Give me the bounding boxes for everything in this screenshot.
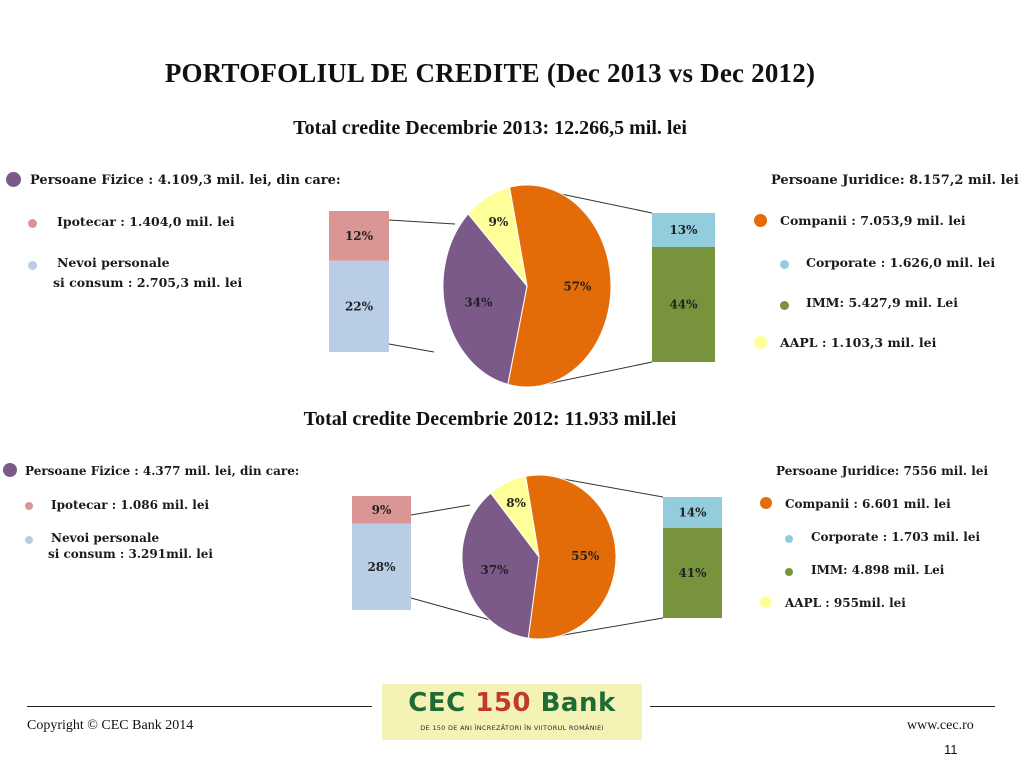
connector-line — [388, 343, 435, 353]
nevoi-legend-label: Nevoi personale — [51, 531, 160, 545]
bar-label-imm: 44% — [669, 297, 698, 311]
logo-cec: CEC — [408, 688, 466, 718]
fizice-legend-header: Persoane Fizice : 4.377 mil. lei, din ca… — [25, 464, 300, 478]
aapl-legend-label: AAPL : 1.103,3 mil. lei — [780, 335, 937, 350]
chart-2013-subtitle: Total credite Decembrie 2013: 12.266,5 m… — [293, 117, 687, 139]
imm-legend-label: IMM: 4.898 mil. Lei — [811, 563, 945, 577]
bar-segment-imm — [663, 527, 722, 618]
bar-segment-ipotecar — [329, 211, 389, 261]
pie-label-fizice: 34% — [464, 295, 493, 309]
pie-slice-fizice — [442, 213, 528, 385]
companii-legend-dot — [754, 214, 767, 227]
pie-label-companii: 55% — [571, 549, 600, 563]
footer-website[interactable]: www.cec.ro — [907, 718, 974, 733]
connector-line — [410, 597, 495, 622]
fizice-legend-header: Persoane Fizice : 4.109,3 mil. lei, din … — [30, 173, 341, 188]
companii-legend-label: Companii : 6.601 mil. lei — [785, 497, 951, 511]
bar-segment-ipotecar — [352, 496, 411, 524]
pie-slice-aapl — [490, 475, 540, 558]
ipotecar-legend-label: Ipotecar : 1.404,0 mil. lei — [57, 214, 235, 229]
connector-line — [551, 617, 664, 638]
imm-legend-dot — [785, 568, 793, 576]
aapl-legend-label: AAPL : 955mil. lei — [785, 596, 906, 610]
aapl-legend-dot — [760, 596, 772, 608]
imm-legend-dot — [780, 301, 789, 310]
aapl-legend-dot — [754, 336, 767, 349]
cec-bank-logo: CEC 150 Bank DE 150 DE ANI ÎNCREZĂTORI Î… — [382, 684, 642, 740]
logo-tagline: DE 150 DE ANI ÎNCREZĂTORI ÎN VIITORUL RO… — [420, 724, 604, 732]
connector-line — [551, 476, 664, 498]
corporate-legend-label: Corporate : 1.626,0 mil. lei — [806, 255, 996, 270]
nevoi-legend-dot — [28, 261, 37, 270]
bar-segment-corporate — [652, 213, 715, 247]
ipotecar-legend-dot — [25, 502, 33, 510]
bar-segment-nevoi — [352, 523, 411, 610]
footer-divider-right — [650, 706, 995, 707]
companii-legend-dot — [760, 497, 772, 509]
bar-label-nevoi: 22% — [345, 299, 374, 313]
connector-line — [410, 504, 471, 516]
pie-slice-fizice — [461, 492, 540, 639]
bar-label-ipotecar: 12% — [345, 229, 374, 243]
pie-label-aapl: 9% — [489, 215, 509, 229]
connector-line — [388, 219, 456, 225]
imm-legend-label: IMM: 5.427,9 mil. Lei — [806, 295, 958, 310]
fizice-legend-dot — [3, 463, 17, 477]
pie-label-companii: 57% — [563, 280, 592, 294]
pie-slice-aapl — [467, 186, 528, 288]
page-number: 11 — [944, 742, 958, 757]
nevoi-legend-label: Nevoi personale — [57, 255, 170, 270]
pie-slice-companii — [525, 474, 617, 640]
bar-label-corporate: 14% — [678, 505, 707, 519]
pie-slice-companii — [507, 184, 612, 388]
ipotecar-legend-dot — [28, 219, 37, 228]
corporate-legend-label: Corporate : 1.703 mil. lei — [811, 530, 981, 544]
nevoi-legend-dot — [25, 536, 33, 544]
corporate-legend-dot — [785, 535, 793, 543]
bar-label-nevoi: 28% — [367, 560, 396, 574]
footer-divider-left — [27, 706, 372, 707]
bar-label-ipotecar: 9% — [372, 503, 392, 517]
connector-line — [541, 361, 653, 386]
companii-legend-label: Companii : 7.053,9 mil. lei — [780, 213, 966, 228]
bar-segment-nevoi — [329, 260, 389, 352]
juridice-legend-header: Persoane Juridice: 8.157,2 mil. lei — [771, 173, 1019, 188]
pie-label-aapl: 8% — [506, 496, 526, 510]
logo-bank: Bank — [540, 688, 616, 718]
bar-segment-corporate — [663, 497, 722, 528]
footer-copyright: Copyright © CEC Bank 2014 — [27, 718, 194, 733]
bar-label-imm: 41% — [678, 566, 707, 580]
page-title: PORTOFOLIUL DE CREDITE (Dec 2013 vs Dec … — [164, 58, 816, 88]
logo-150: 150 — [475, 688, 532, 718]
logo-wordmark: CEC 150 Bank — [382, 688, 642, 718]
bar-segment-imm — [652, 246, 715, 362]
fizice-legend-dot — [6, 172, 21, 187]
bar-label-corporate: 13% — [669, 223, 698, 237]
juridice-legend-header: Persoane Juridice: 7556 mil. lei — [776, 464, 989, 478]
corporate-legend-dot — [780, 260, 789, 269]
nevoi-legend-label-line2: si consum : 2.705,3 mil. lei — [53, 275, 243, 290]
ipotecar-legend-label: Ipotecar : 1.086 mil. lei — [51, 498, 210, 512]
pie-label-fizice: 37% — [480, 563, 509, 577]
nevoi-legend-label-line2: si consum : 3.291mil. lei — [48, 547, 213, 561]
chart-2012-subtitle: Total credite Decembrie 2012: 11.933 mil… — [303, 408, 677, 430]
